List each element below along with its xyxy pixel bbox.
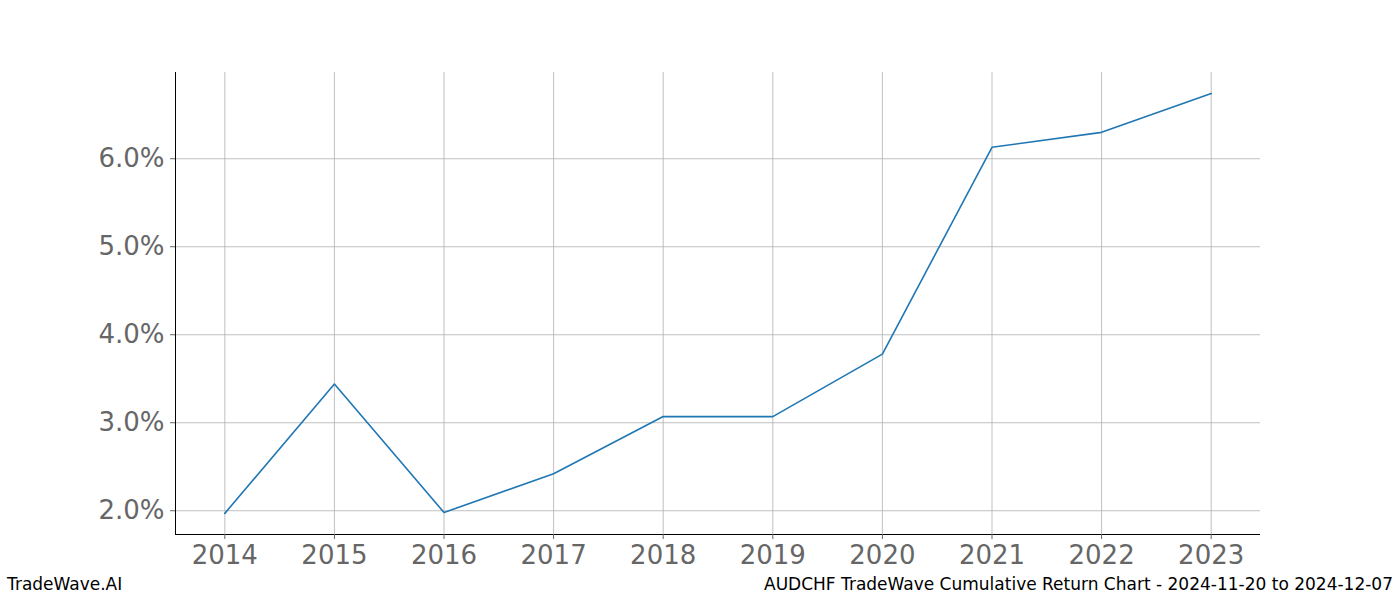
svg-text:2018: 2018	[630, 540, 696, 568]
svg-text:2021: 2021	[959, 540, 1025, 568]
svg-text:4.0%: 4.0%	[98, 319, 164, 349]
svg-text:3.0%: 3.0%	[98, 407, 164, 437]
svg-text:2020: 2020	[849, 540, 915, 568]
svg-text:2014: 2014	[192, 540, 258, 568]
svg-text:5.0%: 5.0%	[98, 231, 164, 261]
svg-text:6.0%: 6.0%	[98, 143, 164, 173]
svg-text:2.0%: 2.0%	[98, 495, 164, 525]
svg-text:2022: 2022	[1068, 540, 1134, 568]
svg-text:2016: 2016	[411, 540, 477, 568]
svg-text:2015: 2015	[301, 540, 367, 568]
html-text:TradeWave.AI: TradeWave.AI	[7, 574, 123, 594]
html-text:AUDCHF TradeWave Cumulative Re: AUDCHF TradeWave Cumulative Return Chart…	[764, 574, 1393, 594]
svg-text:2019: 2019	[740, 540, 806, 568]
svg-text:2023: 2023	[1178, 540, 1244, 568]
svg-text:2017: 2017	[521, 540, 587, 568]
